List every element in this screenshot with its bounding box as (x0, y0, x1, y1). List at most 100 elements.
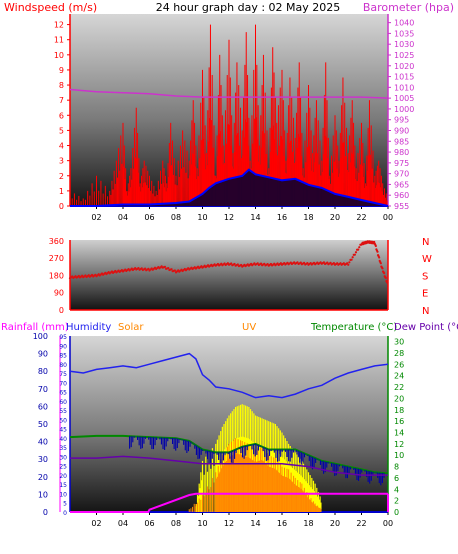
dir-point (233, 262, 236, 266)
x-tick-label: 02 (91, 519, 101, 528)
dir-point (381, 267, 384, 270)
x-tick-label: 20 (330, 519, 340, 528)
dir-point (236, 263, 239, 266)
x-tick-label: 08 (171, 519, 181, 528)
x-tick-label: 06 (144, 519, 154, 528)
hum-tick-label: 5 (63, 501, 67, 508)
temp-tick-label: 26 (394, 360, 404, 369)
dir-point (326, 261, 329, 264)
y-tick-label: 980 (394, 148, 409, 157)
y-tick-label: 3 (59, 157, 64, 166)
dew-axis-title: Dew Point (°C) (394, 322, 458, 333)
y-tick-label: 995 (394, 116, 409, 125)
y-tick-label: 1025 (394, 51, 414, 60)
compass-label: S (422, 271, 428, 282)
x-tick-label: 10 (197, 213, 207, 222)
x-tick-label: 18 (303, 519, 313, 528)
wind-axis-title: Windspeed (m/s) (4, 1, 97, 14)
dir-point (348, 261, 351, 264)
bottom-panel-plot (69, 352, 389, 513)
dir-point (357, 248, 360, 251)
rain-line (70, 492, 388, 513)
temp-tick-label: 12 (394, 440, 404, 449)
chart-title: 24 hour graph day : 02 May 2025 (156, 1, 341, 14)
y-tick-label: 975 (394, 159, 409, 168)
rain-tick-label: 50 (38, 420, 48, 429)
rain-tick-label: 10 (38, 490, 48, 499)
dir-point (374, 244, 377, 248)
hum-tick-label: 40 (59, 436, 67, 443)
hum-tick-label: 0 (63, 510, 67, 517)
dir-point (147, 267, 150, 270)
dir-tick-label: 180 (49, 271, 64, 280)
mid-panel-bg (70, 240, 388, 310)
dir-point (378, 256, 381, 259)
temp-tick-label: 6 (394, 474, 399, 483)
x-tick-label: 16 (277, 213, 287, 222)
uv-axis-title: UV (242, 322, 256, 333)
compass-label: W (422, 254, 432, 265)
x-tick-label: 18 (303, 213, 313, 222)
dir-point (350, 258, 353, 261)
dir-point (163, 265, 167, 268)
y-tick-label: 9 (59, 66, 64, 75)
dir-point (329, 261, 332, 264)
temp-tick-label: 4 (394, 485, 399, 494)
solar-series (188, 438, 322, 512)
temp-line (69, 434, 389, 475)
humidity-line (69, 352, 389, 399)
compass-label: E (422, 289, 428, 300)
dir-point (383, 272, 386, 275)
dir-point (137, 267, 140, 270)
dir-point (266, 262, 269, 266)
rain-tick-label: 30 (38, 455, 48, 464)
dir-tick-label: 0 (59, 306, 64, 315)
rain-tick-label: 0 (43, 508, 48, 517)
hum-tick-label: 85 (59, 353, 67, 360)
wind-avg-fill (70, 169, 388, 206)
y-tick-label: 0 (59, 202, 64, 211)
dir-point (230, 262, 233, 265)
temp-tick-label: 24 (394, 372, 404, 381)
hum-tick-label: 10 (59, 491, 67, 498)
dir-point (256, 262, 259, 265)
hum-tick-label: 80 (59, 362, 67, 369)
hum-tick-label: 15 (59, 482, 67, 489)
y-tick-label: 7 (59, 96, 64, 105)
temp-band (129, 436, 385, 486)
x-tick-label: 06 (144, 213, 154, 222)
dir-point (263, 262, 266, 265)
temp-tick-label: 30 (394, 338, 404, 347)
temp-tick-label: 22 (394, 383, 404, 392)
x-tick-label: 00 (383, 519, 393, 528)
y-tick-label: 965 (394, 180, 409, 189)
y-tick-label: 11 (54, 36, 64, 45)
wind-avg-line (70, 168, 389, 207)
compass-label: N (422, 237, 429, 248)
rain-axis-title: Rainfall (mm) (1, 322, 69, 333)
temp-tick-label: 8 (394, 463, 399, 472)
temp-tick-label: 10 (394, 451, 404, 460)
y-tick-label: 8 (59, 81, 64, 90)
hum-tick-label: 55 (59, 408, 67, 415)
dew-line (70, 455, 388, 476)
temp-tick-label: 20 (394, 394, 404, 403)
y-tick-label: 1035 (394, 29, 414, 38)
y-tick-label: 1005 (394, 94, 414, 103)
x-tick-label: 00 (383, 213, 393, 222)
dir-tick-label: 360 (49, 237, 64, 246)
x-tick-label: 20 (330, 213, 340, 222)
hum-tick-label: 45 (59, 427, 67, 434)
hum-tick-label: 20 (59, 473, 67, 480)
dir-point (346, 262, 349, 265)
dir-tick-label: 90 (54, 289, 64, 298)
temp-tick-label: 18 (394, 406, 404, 415)
hum-tick-label: 65 (59, 390, 67, 397)
hum-tick-label: 75 (59, 371, 67, 378)
humidity-axis-title: Humidity (66, 322, 111, 333)
rain-tick-label: 70 (38, 385, 48, 394)
dir-tick-label: 270 (49, 254, 64, 263)
dir-point (302, 261, 306, 264)
rain-tick-label: 60 (38, 402, 48, 411)
